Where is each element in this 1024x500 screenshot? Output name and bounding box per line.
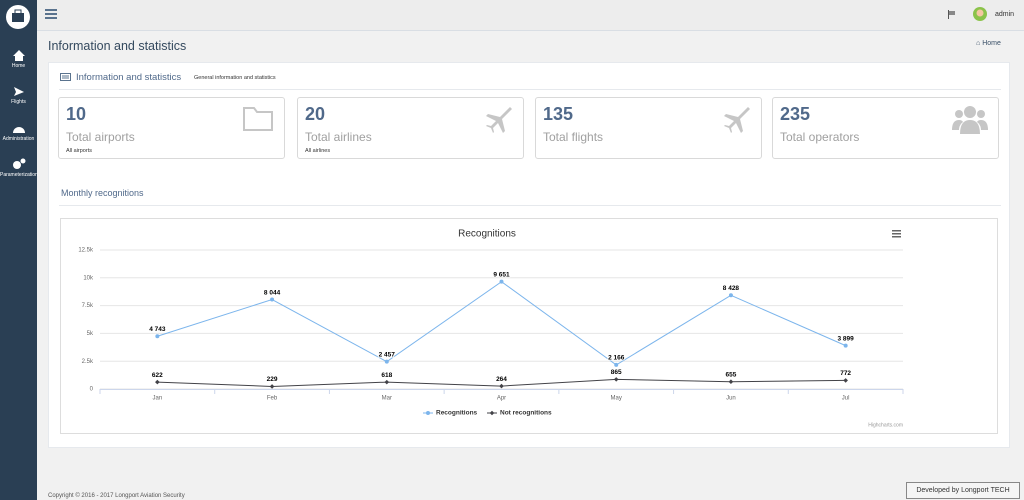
folder-icon <box>243 107 273 131</box>
x-tick-label: Mar <box>382 396 392 402</box>
stat-link[interactable]: All airlines <box>305 148 331 154</box>
x-tick-label: Feb <box>267 396 278 402</box>
stat-value: 10 <box>66 104 87 124</box>
divider <box>59 205 1001 206</box>
stat-label: Total airlines <box>305 130 372 144</box>
stat-value: 235 <box>780 104 811 124</box>
nav-item[interactable]: Flights <box>0 86 37 105</box>
plane-icon <box>724 107 750 133</box>
flag-icon[interactable] <box>948 10 956 19</box>
point <box>499 383 504 389</box>
users-icon <box>952 106 988 134</box>
y-tick-label: 10k <box>83 275 94 281</box>
point <box>269 384 275 389</box>
data-label: 8 044 <box>264 289 281 296</box>
chart: Recognitions 0 2.5k 5k 7.5k 10k 12.5k Jan Feb Ma… <box>78 229 904 428</box>
point <box>728 379 734 385</box>
chart-title: Recognitions <box>458 229 516 240</box>
stat-label: Total operators <box>780 130 860 144</box>
point <box>270 297 275 302</box>
series-line <box>157 281 846 366</box>
user-name[interactable]: admin <box>995 11 1015 18</box>
point <box>843 343 848 348</box>
stat-link[interactable]: All airports <box>66 148 92 154</box>
legend-label[interactable]: Not recognitions <box>500 410 552 417</box>
data-label: 2 457 <box>379 351 396 358</box>
point <box>384 359 389 364</box>
point <box>155 334 160 339</box>
legend-label[interactable]: Recognitions <box>436 410 478 417</box>
credits: Highcharts.com <box>868 422 903 428</box>
data-label: 618 <box>381 372 392 379</box>
panel-subtitle: General information and statistics <box>194 75 276 81</box>
logo <box>6 5 30 29</box>
chart-container: Recognitions 0 2.5k 5k 7.5k 10k 12.5k Jan Feb Ma… <box>60 218 998 434</box>
data-label: 622 <box>152 372 163 379</box>
nav-item[interactable]: Home <box>0 50 37 69</box>
point <box>843 378 848 383</box>
breadcrumb-link[interactable]: Home <box>982 40 1001 47</box>
stat-label: Total flights <box>543 130 604 144</box>
y-tick-label: 5k <box>87 331 94 337</box>
divider <box>59 89 1001 90</box>
nav-item[interactable]: Parameterization <box>0 158 38 178</box>
x-tick-label: Jan <box>153 396 163 402</box>
export-menu[interactable] <box>892 230 901 238</box>
data-label: 9 651 <box>493 271 510 278</box>
y-tick-label: 12.5k <box>78 248 94 254</box>
nav-label[interactable]: Home <box>11 63 26 69</box>
y-tick-label: 0 <box>90 387 94 393</box>
point <box>614 362 619 367</box>
stat-card: 20 Total airlines All airlines <box>297 97 524 159</box>
stat-value: 135 <box>543 104 574 124</box>
data-label: 264 <box>496 376 507 383</box>
legend-marker <box>426 411 430 415</box>
stat-card: 235 Total operators <box>772 97 999 159</box>
point <box>155 379 160 385</box>
sidebar: Home Flights Administration Parameteriza… <box>0 0 38 500</box>
nav-item[interactable]: Administration <box>0 123 37 142</box>
data-label: 8 428 <box>723 285 740 292</box>
legend-marker <box>489 410 495 416</box>
panel-title: Information and statistics <box>76 72 182 83</box>
x-tick-label: Jun <box>726 396 736 402</box>
page-title: Information and statistics <box>48 39 187 53</box>
y-tick-label: 2.5k <box>82 359 94 365</box>
data-label: 865 <box>611 369 622 376</box>
panel-icon <box>60 73 71 81</box>
nav-label[interactable]: Flights <box>11 99 26 105</box>
data-label: 4 743 <box>149 326 166 333</box>
point <box>613 377 619 382</box>
stat-card: 10 Total airports All airports <box>58 97 285 159</box>
logo-icon <box>12 9 24 22</box>
plane-icon <box>486 107 512 133</box>
data-label: 229 <box>267 376 278 383</box>
nav-label[interactable]: Administration <box>2 136 35 142</box>
x-tick-label: May <box>611 396 622 402</box>
x-tick-label: Apr <box>497 396 506 402</box>
point <box>384 379 390 385</box>
nav-label[interactable]: Parameterization <box>0 172 38 178</box>
data-label: 655 <box>725 371 736 378</box>
copyright: Copyright © 2016 - 2017 Longport Aviatio… <box>48 493 185 499</box>
x-tick-label: Jul <box>842 396 850 402</box>
menu-toggle[interactable] <box>45 9 57 19</box>
y-tick-label: 7.5k <box>82 303 94 309</box>
stat-card: 135 Total flights <box>535 97 762 159</box>
stat-value: 20 <box>305 104 326 124</box>
avatar[interactable] <box>973 7 987 21</box>
developer-credit: Developed by Longport TECH <box>906 482 1020 499</box>
data-label: 3 899 <box>838 335 855 342</box>
topbar: admin <box>37 0 1024 31</box>
point <box>728 293 733 298</box>
data-label: 2 166 <box>608 355 625 362</box>
point <box>499 279 504 284</box>
breadcrumb[interactable]: ⌂ Home <box>976 40 1001 47</box>
section-title: Monthly recognitions <box>61 188 144 198</box>
stat-label: Total airports <box>66 130 135 144</box>
data-label: 772 <box>840 370 851 377</box>
